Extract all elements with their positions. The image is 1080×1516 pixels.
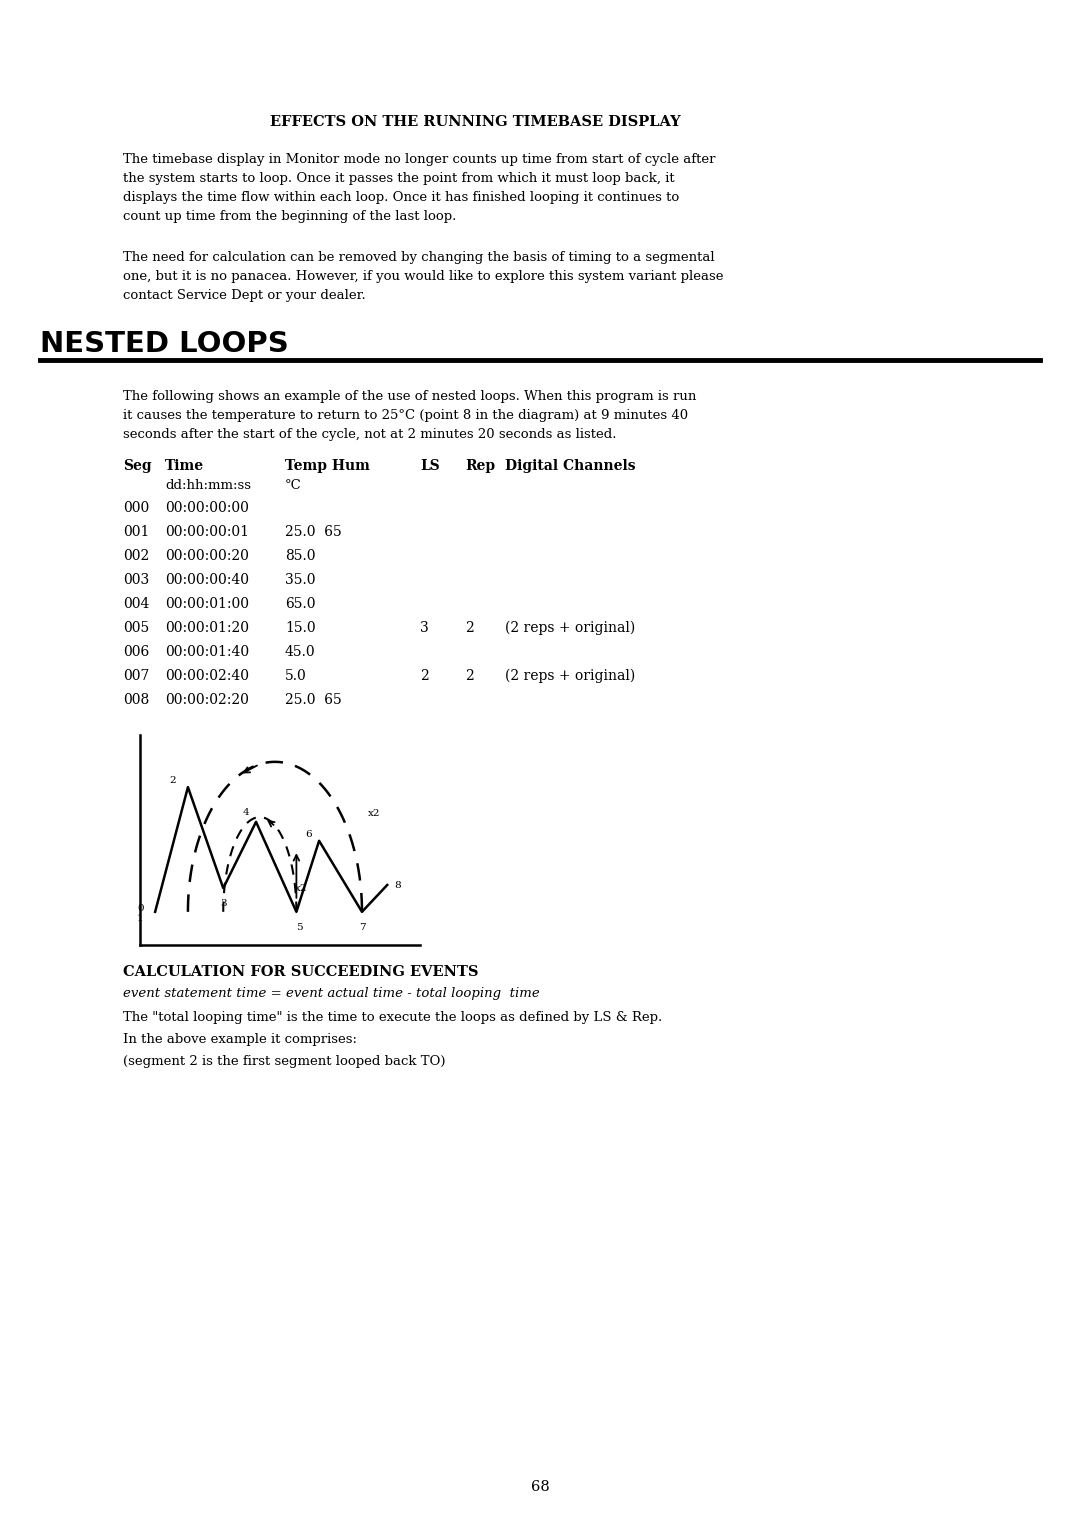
Text: 0
1: 0 1 — [137, 904, 144, 923]
Text: Time: Time — [165, 459, 204, 473]
Text: 25.0  65: 25.0 65 — [285, 525, 341, 540]
Text: it causes the temperature to return to 25°C (point 8 in the diagram) at 9 minute: it causes the temperature to return to 2… — [123, 409, 688, 421]
Text: 00:00:00:20: 00:00:00:20 — [165, 549, 248, 562]
Text: 5.0: 5.0 — [285, 669, 307, 684]
Text: event statement time = event actual time - total looping  time: event statement time = event actual time… — [123, 987, 540, 1001]
Text: 00:00:00:01: 00:00:00:01 — [165, 525, 249, 540]
Text: 5: 5 — [296, 923, 302, 932]
Text: 000: 000 — [123, 500, 149, 515]
Text: 006: 006 — [123, 644, 149, 659]
Text: the system starts to loop. Once it passes the point from which it must loop back: the system starts to loop. Once it passe… — [123, 171, 675, 185]
Text: count up time from the beginning of the last loop.: count up time from the beginning of the … — [123, 211, 457, 223]
Text: 65.0: 65.0 — [285, 597, 315, 611]
Text: x2: x2 — [295, 884, 308, 893]
Text: 001: 001 — [123, 525, 149, 540]
Text: NESTED LOOPS: NESTED LOOPS — [40, 330, 288, 358]
Text: 00:00:00:40: 00:00:00:40 — [165, 573, 249, 587]
Text: (2 reps + original): (2 reps + original) — [505, 669, 635, 684]
Text: contact Service Dept or your dealer.: contact Service Dept or your dealer. — [123, 290, 366, 302]
Text: x2: x2 — [368, 810, 381, 819]
Text: 007: 007 — [123, 669, 149, 684]
Text: 00:00:02:20: 00:00:02:20 — [165, 693, 248, 706]
Text: 4: 4 — [243, 808, 249, 817]
Text: 008: 008 — [123, 693, 149, 706]
Text: 3: 3 — [420, 622, 429, 635]
Text: 002: 002 — [123, 549, 149, 562]
Text: 00:00:01:20: 00:00:01:20 — [165, 622, 249, 635]
Text: 004: 004 — [123, 597, 149, 611]
Text: 2: 2 — [465, 622, 474, 635]
Text: CALCULATION FOR SUCCEEDING EVENTS: CALCULATION FOR SUCCEEDING EVENTS — [123, 966, 478, 979]
Text: EFFECTS ON THE RUNNING TIMEBASE DISPLAY: EFFECTS ON THE RUNNING TIMEBASE DISPLAY — [270, 115, 680, 129]
Text: 25.0  65: 25.0 65 — [285, 693, 341, 706]
Text: displays the time flow within each loop. Once it has finished looping it continu: displays the time flow within each loop.… — [123, 191, 679, 205]
Text: The "total looping time" is the time to execute the loops as defined by LS & Rep: The "total looping time" is the time to … — [123, 1011, 662, 1023]
Text: 2: 2 — [420, 669, 429, 684]
Text: 45.0: 45.0 — [285, 644, 315, 659]
Text: 00:00:01:00: 00:00:01:00 — [165, 597, 249, 611]
Text: Rep: Rep — [465, 459, 495, 473]
Text: 7: 7 — [359, 923, 365, 932]
Text: 85.0: 85.0 — [285, 549, 315, 562]
Text: seconds after the start of the cycle, not at 2 minutes 20 seconds as listed.: seconds after the start of the cycle, no… — [123, 428, 617, 441]
Text: 2: 2 — [170, 776, 176, 785]
Text: The need for calculation can be removed by changing the basis of timing to a seg: The need for calculation can be removed … — [123, 252, 715, 264]
Text: 6: 6 — [306, 829, 312, 838]
Text: (2 reps + original): (2 reps + original) — [505, 622, 635, 635]
Text: In the above example it comprises:: In the above example it comprises: — [123, 1032, 357, 1046]
Text: 15.0: 15.0 — [285, 622, 315, 635]
Text: 00:00:02:40: 00:00:02:40 — [165, 669, 249, 684]
Text: one, but it is no panacea. However, if you would like to explore this system var: one, but it is no panacea. However, if y… — [123, 270, 724, 283]
Text: 3: 3 — [220, 899, 227, 908]
Text: 35.0: 35.0 — [285, 573, 315, 587]
Text: The timebase display in Monitor mode no longer counts up time from start of cycl: The timebase display in Monitor mode no … — [123, 153, 715, 165]
Text: 8: 8 — [394, 881, 401, 890]
Text: 005: 005 — [123, 622, 149, 635]
Text: 2: 2 — [465, 669, 474, 684]
Text: dd:hh:mm:ss: dd:hh:mm:ss — [165, 479, 251, 493]
Text: Seg: Seg — [123, 459, 151, 473]
Text: Temp Hum: Temp Hum — [285, 459, 369, 473]
Text: °C: °C — [285, 479, 301, 493]
Text: 00:00:00:00: 00:00:00:00 — [165, 500, 248, 515]
Text: 00:00:01:40: 00:00:01:40 — [165, 644, 249, 659]
Text: The following shows an example of the use of nested loops. When this program is : The following shows an example of the us… — [123, 390, 697, 403]
Text: LS: LS — [420, 459, 440, 473]
Text: 003: 003 — [123, 573, 149, 587]
Text: Digital Channels: Digital Channels — [505, 459, 636, 473]
Text: (segment 2 is the first segment looped back TO): (segment 2 is the first segment looped b… — [123, 1055, 446, 1067]
Text: 68: 68 — [530, 1480, 550, 1493]
